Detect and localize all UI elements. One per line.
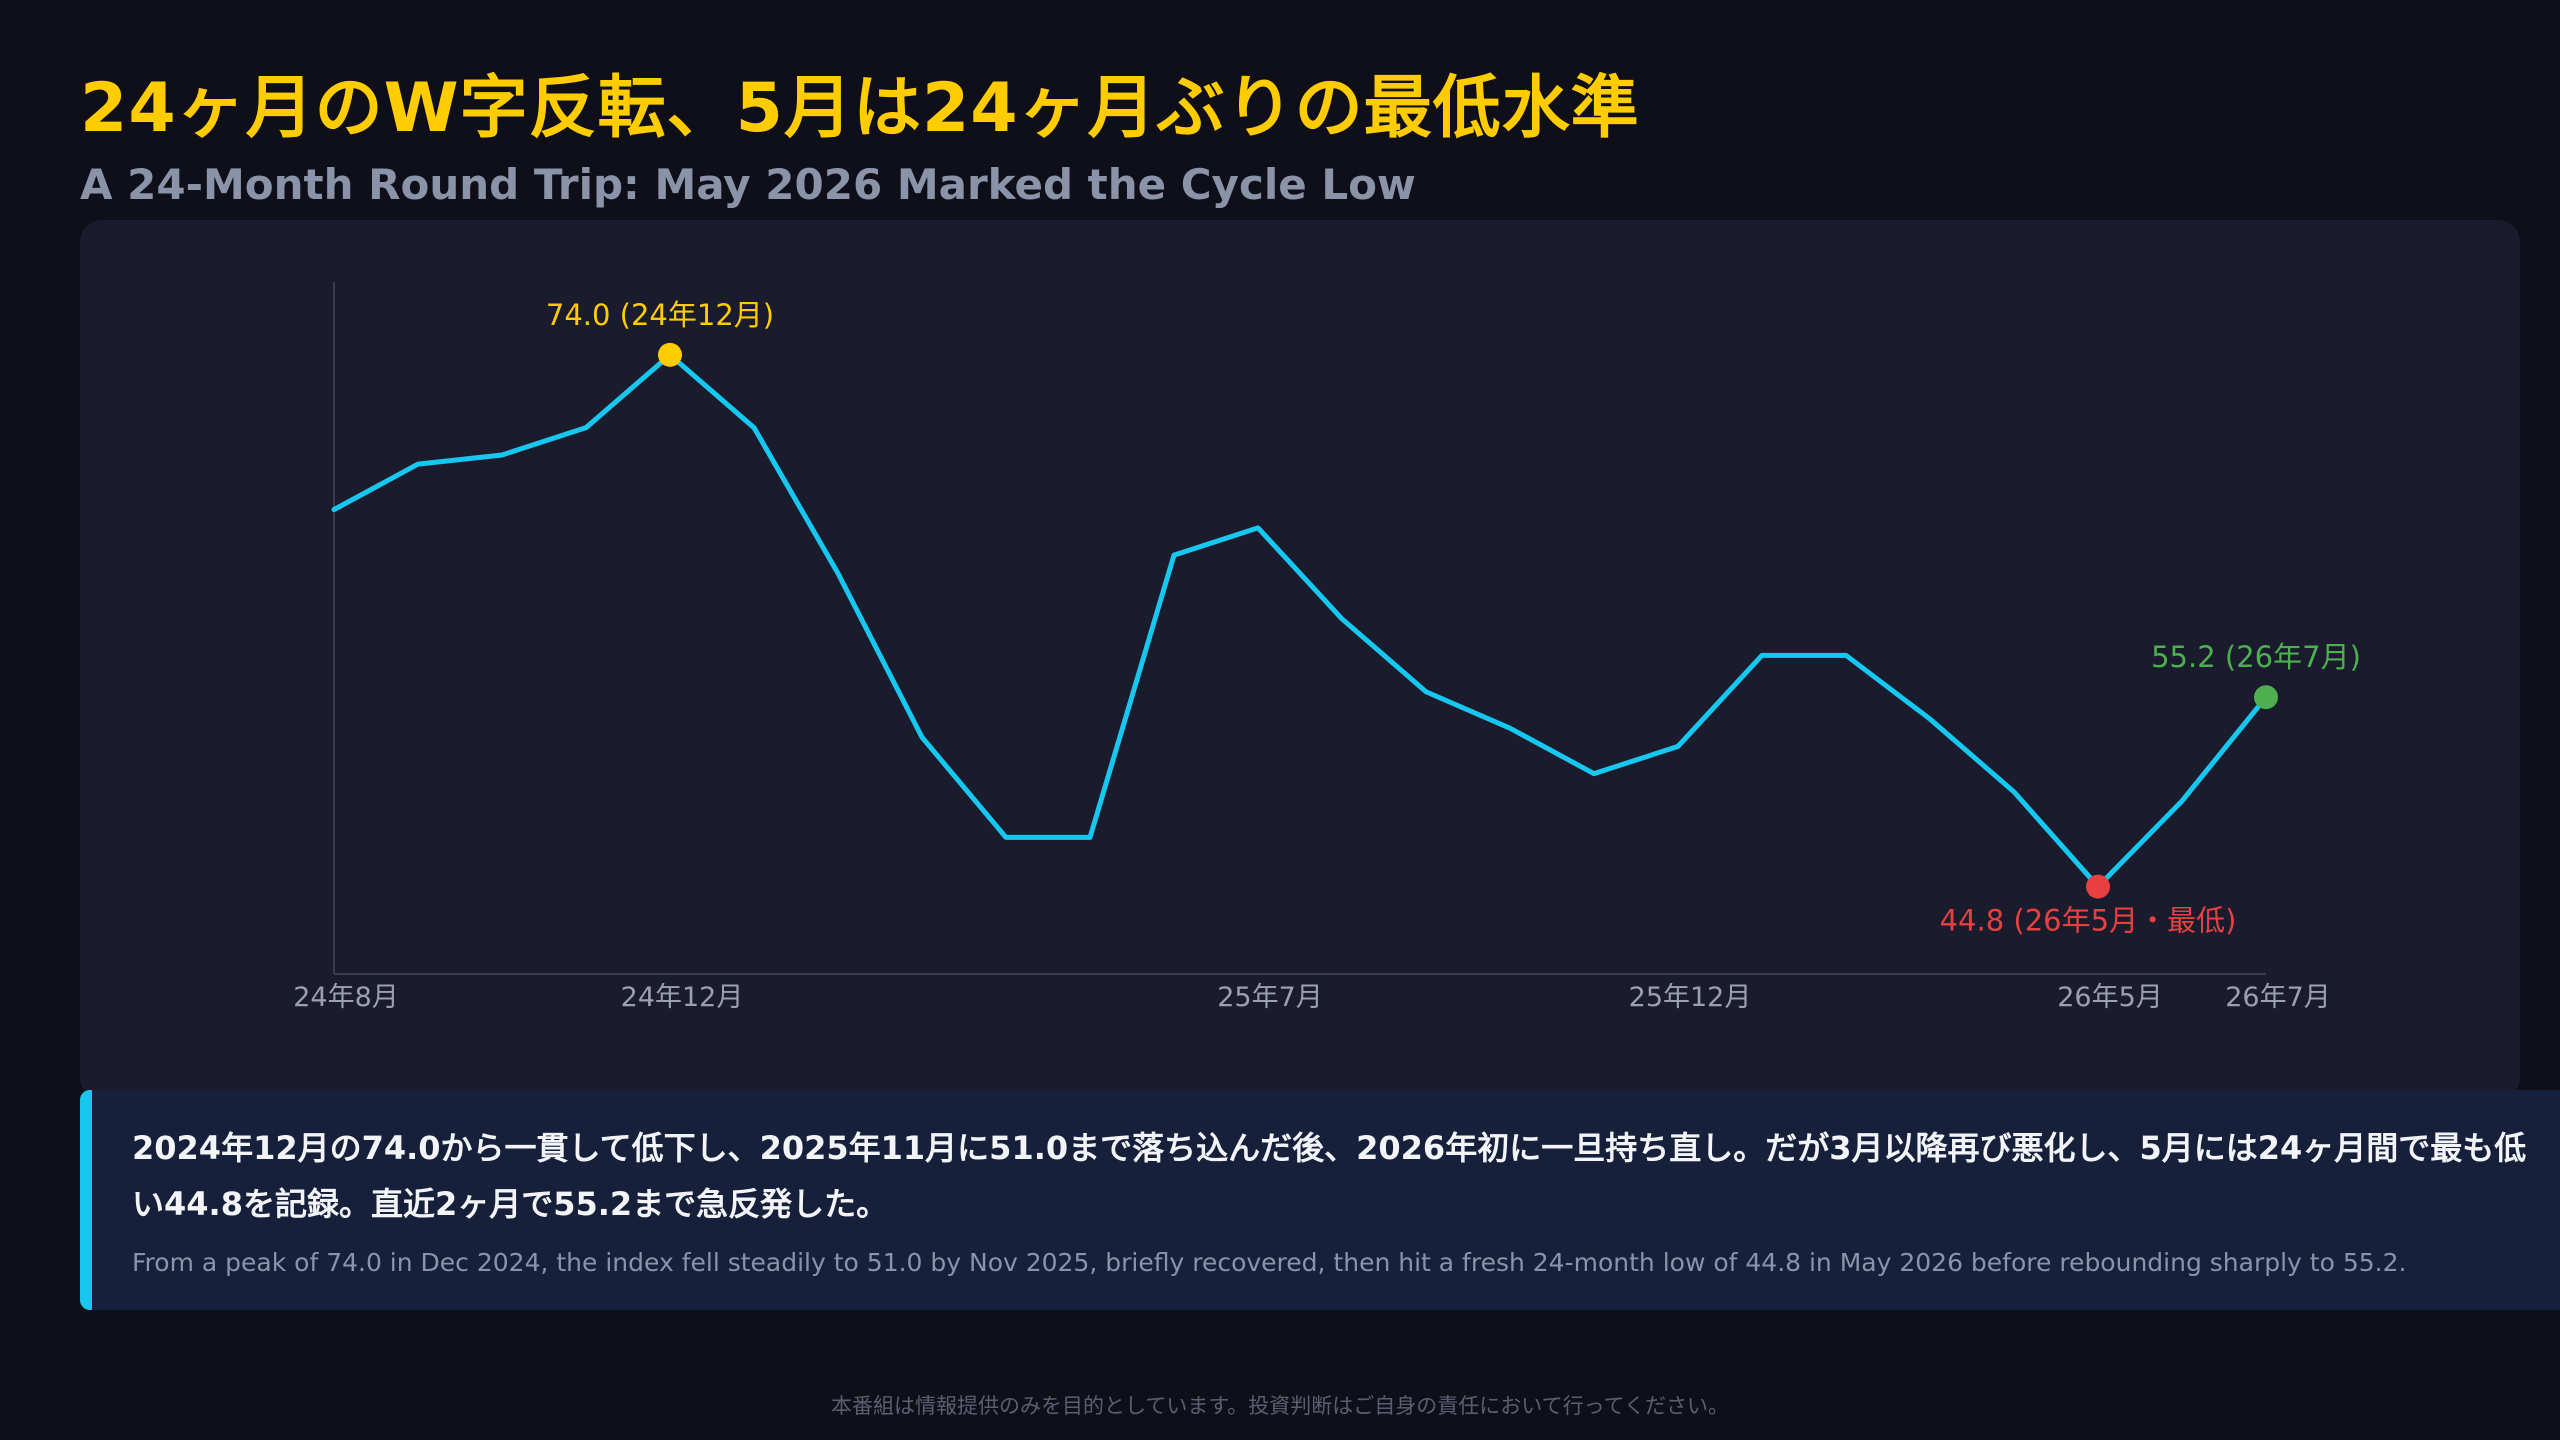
data-point	[1760, 653, 1764, 658]
data-point	[332, 507, 336, 512]
data-point	[1508, 726, 1512, 731]
line-chart: 24年8月 24年12月 25年7月 25年12月 26年5月 26年7月 74.0 (24…	[293, 282, 2361, 1013]
data-point	[416, 462, 420, 467]
x-tick-label: 24年8月	[293, 982, 399, 1013]
data-point	[500, 453, 504, 457]
highlight-marker	[2254, 685, 2278, 710]
data-point	[1928, 717, 1932, 722]
data-point	[1592, 771, 1596, 776]
x-tick-label: 24年12月	[621, 982, 744, 1013]
data-point	[1844, 653, 1848, 658]
highlight-marker	[658, 342, 682, 367]
data-point	[1340, 616, 1344, 621]
data-point	[584, 425, 588, 430]
data-point	[1004, 835, 1008, 840]
x-tick-label: 26年7月	[2225, 982, 2331, 1013]
summary-japanese: 2024年12月の74.0から一貫して低下し、2025年11月に51.0まで落ち…	[132, 1129, 2527, 1223]
annotation-label: 74.0 (24年12月)	[546, 298, 774, 332]
x-tick-label: 26年5月	[2057, 982, 2163, 1013]
data-point	[2012, 789, 2016, 794]
summary-box: 2024年12月の74.0から一貫して低下し、2025年11月に51.0まで落ち…	[80, 1090, 2560, 1310]
data-point	[920, 735, 924, 740]
data-point	[836, 571, 840, 576]
data-point	[1088, 835, 1092, 840]
x-tick-label: 25年12月	[1629, 982, 1752, 1013]
annotation-label: 44.8 (26年5月・最低)	[1940, 904, 2237, 938]
data-point	[1424, 689, 1428, 694]
x-tick-label: 25年7月	[1217, 982, 1323, 1013]
highlight-marker	[2086, 874, 2110, 899]
data-point	[1256, 525, 1260, 530]
page-title: 24ヶ月のW字反転、5月は24ヶ月ぶりの最低水準	[80, 69, 1640, 148]
series-line	[331, 352, 2269, 890]
summary-english: From a peak of 74.0 in Dec 2024, the ind…	[132, 1248, 2407, 1277]
disclaimer: 本番組は情報提供のみを目的としています。投資判断はご自身の責任において行ってくだ…	[831, 1394, 1729, 1418]
data-point	[752, 425, 756, 430]
data-point	[1172, 553, 1176, 558]
chart-panel: 24年8月 24年12月 25年7月 25年12月 26年5月 26年7月 74.0 (24…	[80, 220, 2520, 1100]
data-point	[2180, 799, 2184, 803]
page-subtitle: A 24-Month Round Trip: May 2026 Marked t…	[80, 160, 1416, 209]
annotation-label: 55.2 (26年7月)	[2151, 640, 2361, 674]
data-point	[1676, 744, 1680, 749]
